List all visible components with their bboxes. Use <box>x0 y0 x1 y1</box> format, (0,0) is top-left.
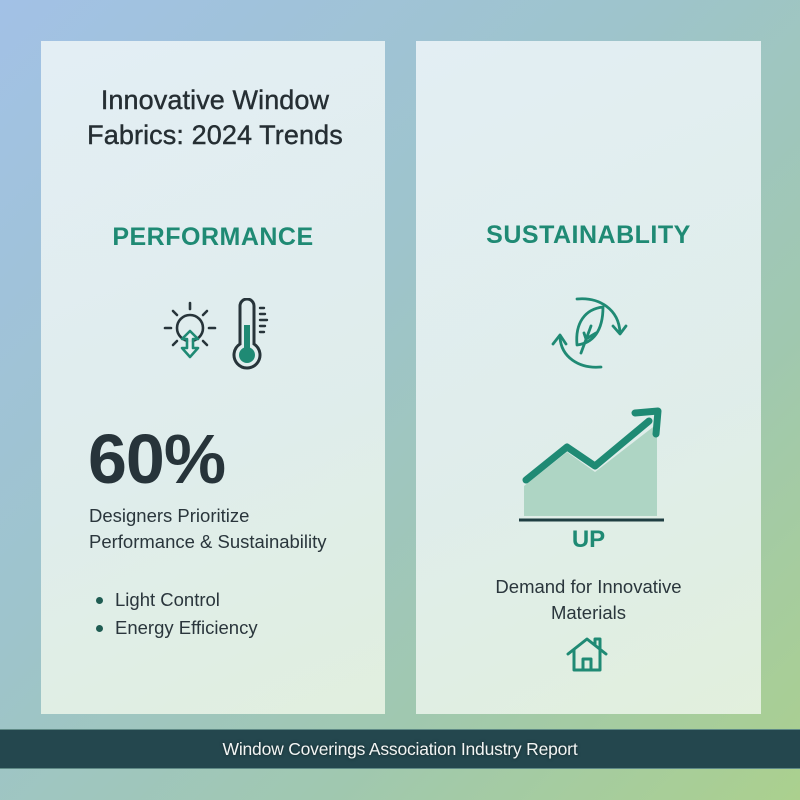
list-item-label: Light Control <box>115 589 220 610</box>
trend-caption: Demand for Innovative Materials <box>416 574 761 626</box>
title-line-1: Innovative Window <box>100 85 330 115</box>
bullet-icon <box>96 596 103 604</box>
stat-value: 60% <box>88 420 226 498</box>
sun-light-control-icon <box>163 301 217 359</box>
trend-caption-line-1: Demand for Innovative <box>495 576 682 597</box>
feature-list: Light Control Energy Efficiency <box>96 586 258 642</box>
trend-caption-line-2: Materials <box>550 602 627 623</box>
trend-label: UP <box>571 526 606 553</box>
house-icon <box>566 637 608 672</box>
thermometer-icon <box>232 298 269 370</box>
footer-source-text: Window Coverings Association Industry Re… <box>222 738 578 759</box>
title-line-2: Fabrics: 2024 Trends <box>87 120 343 150</box>
stat-caption-line-1: Designers Prioritize <box>89 505 250 526</box>
recycle-leaf-icon <box>551 297 628 369</box>
page-title: Innovative Window Fabrics: 2024 Trends <box>41 83 385 153</box>
list-item-label: Energy Efficiency <box>115 617 258 638</box>
bullet-icon <box>96 624 103 632</box>
stat-caption-line-2: Performance & Sustainability <box>89 531 327 552</box>
sustainability-heading: SUSTAINABLITY <box>486 221 691 249</box>
list-item: Light Control <box>96 586 258 614</box>
footer-bar: Window Coverings Association Industry Re… <box>0 729 800 769</box>
sustainability-panel: SUSTAINABLITY UP Demand for Innovative M… <box>416 41 761 714</box>
growth-chart-icon <box>519 407 664 522</box>
performance-panel: Innovative Window Fabrics: 2024 Trends P… <box>41 41 385 714</box>
stat-caption: Designers Prioritize Performance & Susta… <box>89 503 327 555</box>
performance-heading: PERFORMANCE <box>112 223 314 251</box>
list-item: Energy Efficiency <box>96 614 258 642</box>
